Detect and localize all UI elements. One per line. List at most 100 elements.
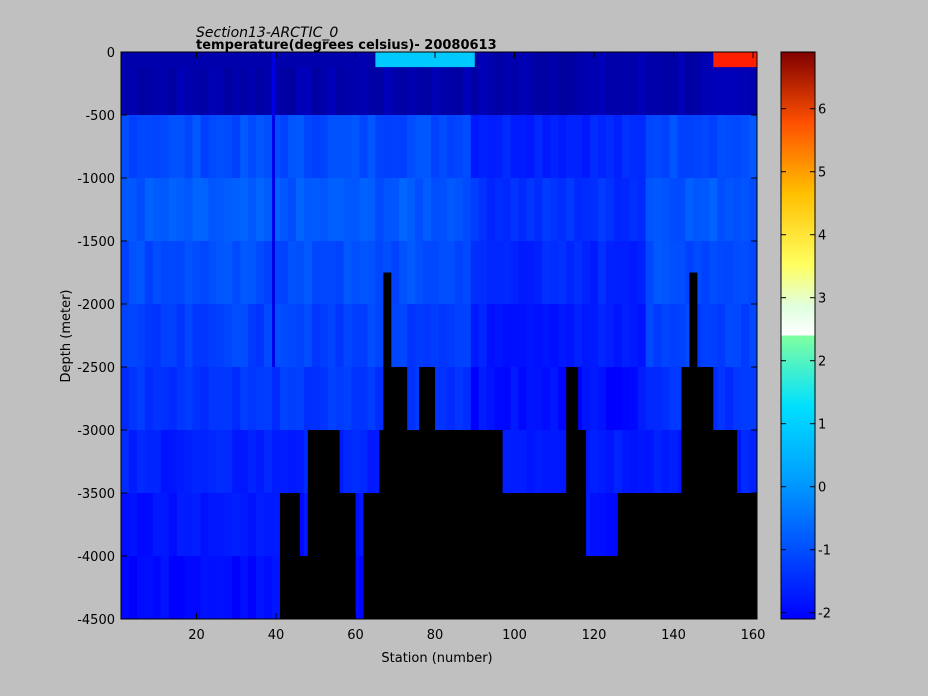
heat-cell [176,556,186,620]
heat-cell [303,367,313,431]
heat-cell [303,115,313,179]
heat-cell [423,241,432,305]
heat-cell [574,367,583,431]
heat-cell [200,556,209,620]
heat-cell [605,367,615,431]
heat-cell [128,304,138,368]
heat-cell [152,430,162,494]
heat-cell [629,178,639,242]
x-axis-label: Station (number) [381,651,492,666]
heat-cell [407,241,416,305]
heat-cell [248,241,257,305]
heat-cell [439,367,448,431]
heat-cell [454,241,464,305]
heat-cell [415,241,424,305]
heat-cell [605,304,615,368]
heat-cell [407,52,416,116]
heat-cell [248,430,257,494]
heat-cell [717,304,726,368]
heat-cell [168,115,178,179]
heat-cell [287,52,297,116]
heat-cell [677,178,686,242]
heat-cell [693,304,702,368]
heat-cell [192,178,201,242]
heat-cell [510,52,519,116]
heat-cell [423,52,432,116]
heat-cell [733,304,742,368]
colorbar-tick-label: 4 [818,229,826,244]
heat-cell [558,52,567,116]
heat-cell [621,304,631,368]
heat-cell [264,115,273,179]
heat-cell [351,304,360,368]
heat-cell [574,241,583,305]
colorbar-tick-label: 5 [818,166,826,181]
heat-cell [208,241,217,305]
x-tick-label: 80 [427,628,444,643]
heat-cell [351,241,360,305]
heat-cell [558,241,567,305]
heat-cell [295,367,305,431]
heat-cell [152,304,162,368]
heat-cell [128,52,138,116]
heat-cell [303,241,313,305]
heat-cell [311,115,321,179]
heat-cell [669,52,678,116]
heat-cell [200,304,209,368]
heat-cell [184,493,194,557]
heat-cell [637,430,647,494]
heat-cell [502,367,512,431]
heat-cell [494,178,504,242]
heat-cell [224,241,233,305]
heat-cell [486,367,496,431]
heat-cell [280,367,289,431]
heat-cell [717,367,726,431]
heat-cell [208,430,217,494]
heat-cell [272,430,281,494]
heat-cell [280,178,289,242]
heat-cell [192,52,201,116]
heat-cell [295,493,305,557]
colorbar [780,51,816,620]
heat-cell [534,241,543,305]
heat-cell [534,115,543,179]
heat-cell [439,52,448,116]
heat-cell [335,52,345,116]
heat-cell [741,304,750,368]
heat-cell [144,367,154,431]
heat-cell [216,304,225,368]
heat-cell [216,556,225,620]
heat-cell [184,52,194,116]
heat-cell [319,178,329,242]
heat-cell [510,367,519,431]
heat-cell [168,241,178,305]
heat-cell [256,115,265,179]
heat-cell [208,178,217,242]
heat-cell [574,115,583,179]
heat-cell [208,556,217,620]
heat-cell [605,493,615,557]
heat-cell [439,115,448,179]
heat-cell [629,367,639,431]
heat-cell [645,367,655,431]
heat-cell [494,115,504,179]
heat-cell [550,304,559,368]
heat-cell [367,367,376,431]
heat-cell [653,367,663,431]
heat-cell [582,430,591,494]
heat-cell [494,367,504,431]
heat-cell [613,178,623,242]
heat-cell [200,115,209,179]
heat-cell [256,241,265,305]
heat-cell [725,367,734,431]
heat-cell [733,367,742,431]
heat-cell [478,241,488,305]
heat-cell [144,178,154,242]
heat-cell [160,241,170,305]
heat-cell [248,178,257,242]
heat-cell [462,367,472,431]
heat-cell [526,52,535,116]
heat-cell [661,367,671,431]
heat-cell [645,430,655,494]
